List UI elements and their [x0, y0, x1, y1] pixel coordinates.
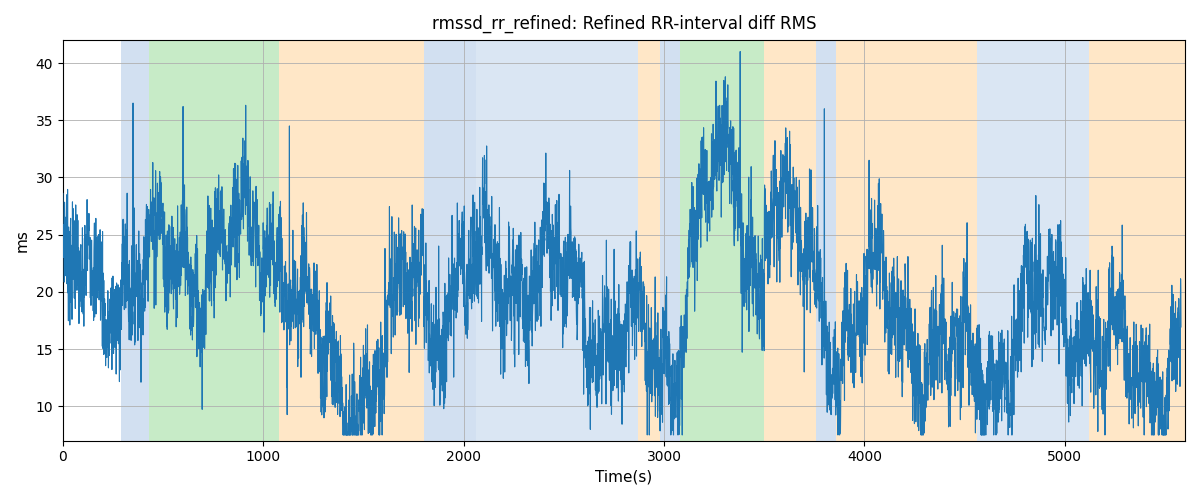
Bar: [977, 40, 1088, 440]
Bar: [660, 40, 680, 440]
Bar: [638, 40, 660, 440]
Bar: [280, 40, 424, 440]
Bar: [1088, 40, 1186, 440]
Bar: [475, 40, 638, 440]
Y-axis label: ms: ms: [16, 229, 30, 252]
Bar: [816, 40, 836, 440]
Bar: [121, 40, 149, 440]
Bar: [764, 40, 816, 440]
X-axis label: Time(s): Time(s): [595, 470, 653, 485]
Title: rmssd_rr_refined: Refined RR-interval diff RMS: rmssd_rr_refined: Refined RR-interval di…: [432, 15, 816, 34]
Bar: [424, 40, 475, 440]
Bar: [149, 40, 280, 440]
Bar: [680, 40, 764, 440]
Bar: [836, 40, 977, 440]
